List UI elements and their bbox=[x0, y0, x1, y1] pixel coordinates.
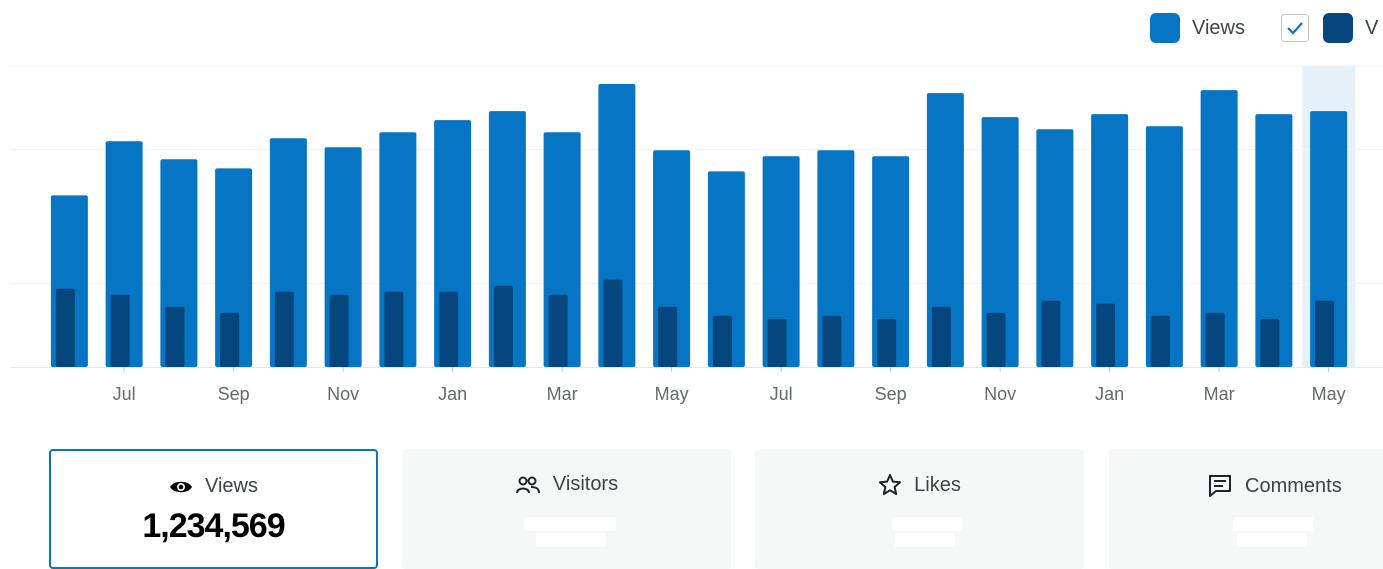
comment-icon bbox=[1207, 473, 1233, 499]
visitors-legend-checkbox[interactable] bbox=[1281, 14, 1309, 42]
likes-card-label: Likes bbox=[914, 473, 961, 496]
visitors-bar bbox=[822, 315, 842, 367]
views-card-label: Views bbox=[205, 475, 258, 497]
x-tick-label: Jul bbox=[770, 384, 793, 404]
redacted-value bbox=[1233, 517, 1313, 531]
x-tick-label: May bbox=[1312, 384, 1346, 404]
stats-cards: Views 1,234,569 Visitors bbox=[49, 449, 1342, 569]
x-tick-label: Mar bbox=[547, 384, 578, 404]
visitors-bar bbox=[767, 318, 787, 367]
star-icon bbox=[878, 473, 902, 497]
visitors-bar bbox=[1150, 315, 1170, 367]
x-tick-label: Jan bbox=[1095, 384, 1124, 404]
visitors-bar bbox=[712, 315, 732, 367]
x-tick-label: Jul bbox=[113, 384, 136, 404]
visitors-card-header: Visitors bbox=[402, 473, 731, 496]
views-card-value: 1,234,569 bbox=[142, 507, 285, 545]
comments-card-header: Comments bbox=[1109, 473, 1383, 499]
visitors-bar bbox=[1205, 312, 1225, 367]
views-bar bbox=[1145, 126, 1183, 367]
visitors-bar bbox=[384, 291, 404, 367]
visitors-bar bbox=[1096, 303, 1116, 367]
chart-legend: Views V bbox=[1150, 12, 1378, 44]
visitors-bar bbox=[603, 279, 623, 367]
comments-card-label: Comments bbox=[1245, 474, 1342, 497]
visitors-bar bbox=[548, 294, 568, 367]
views-bar bbox=[762, 156, 800, 367]
visitors-bar bbox=[1315, 300, 1335, 367]
visitors-bar bbox=[439, 291, 459, 367]
visitors-card-label: Visitors bbox=[552, 473, 619, 495]
views-card[interactable]: Views 1,234,569 bbox=[49, 449, 378, 569]
redacted-value bbox=[892, 517, 962, 531]
visitors-bar bbox=[220, 312, 240, 367]
x-tick-label: May bbox=[655, 384, 689, 404]
x-tick-label: Mar bbox=[1204, 384, 1235, 404]
views-bar bbox=[1200, 90, 1238, 367]
x-tick-label: Nov bbox=[327, 384, 359, 404]
visitors-bar bbox=[1041, 300, 1061, 367]
views-bar bbox=[1255, 114, 1293, 367]
visitors-bar bbox=[658, 306, 678, 367]
visitors-bar bbox=[877, 318, 897, 367]
views-bar bbox=[817, 150, 855, 367]
redacted-value bbox=[536, 533, 606, 547]
visitors-bar bbox=[55, 288, 75, 367]
x-tick-label: Nov bbox=[984, 384, 1016, 404]
visitors-bar bbox=[931, 306, 951, 367]
views-bar bbox=[872, 156, 910, 367]
visitors-bar bbox=[1260, 318, 1280, 367]
visitors-bar bbox=[110, 294, 130, 367]
views-card-header: Views bbox=[51, 475, 376, 498]
people-icon bbox=[515, 475, 541, 495]
redacted-value bbox=[524, 517, 616, 531]
checkmark-icon bbox=[1287, 22, 1303, 35]
visitors-legend-label[interactable]: V bbox=[1365, 16, 1379, 39]
views-legend-swatch[interactable] bbox=[1150, 13, 1180, 43]
visitors-card[interactable]: Visitors bbox=[402, 449, 731, 569]
views-bar bbox=[981, 117, 1019, 367]
visitors-legend-swatch[interactable] bbox=[1323, 13, 1353, 43]
x-tick-label: Sep bbox=[875, 384, 907, 404]
views-legend-label[interactable]: Views bbox=[1192, 16, 1245, 39]
x-tick-label: Sep bbox=[218, 384, 250, 404]
redacted-value bbox=[1237, 533, 1307, 547]
likes-card[interactable]: Likes bbox=[755, 449, 1084, 569]
views-bar bbox=[926, 93, 964, 367]
visitors-bar bbox=[493, 285, 513, 367]
visitors-bar bbox=[329, 294, 349, 367]
x-tick-label: Jan bbox=[438, 384, 467, 404]
visitors-bar bbox=[274, 291, 294, 367]
redacted-value bbox=[895, 533, 955, 547]
comments-card[interactable]: Comments bbox=[1109, 449, 1383, 569]
bar-chart: Jul Sep Nov Jan Mar May Jul Sep Nov Jan Mar May bbox=[10, 65, 1383, 404]
visitors-bar bbox=[165, 306, 185, 367]
visitors-bar bbox=[986, 312, 1006, 367]
eye-icon bbox=[169, 479, 193, 495]
likes-card-header: Likes bbox=[755, 473, 1084, 497]
